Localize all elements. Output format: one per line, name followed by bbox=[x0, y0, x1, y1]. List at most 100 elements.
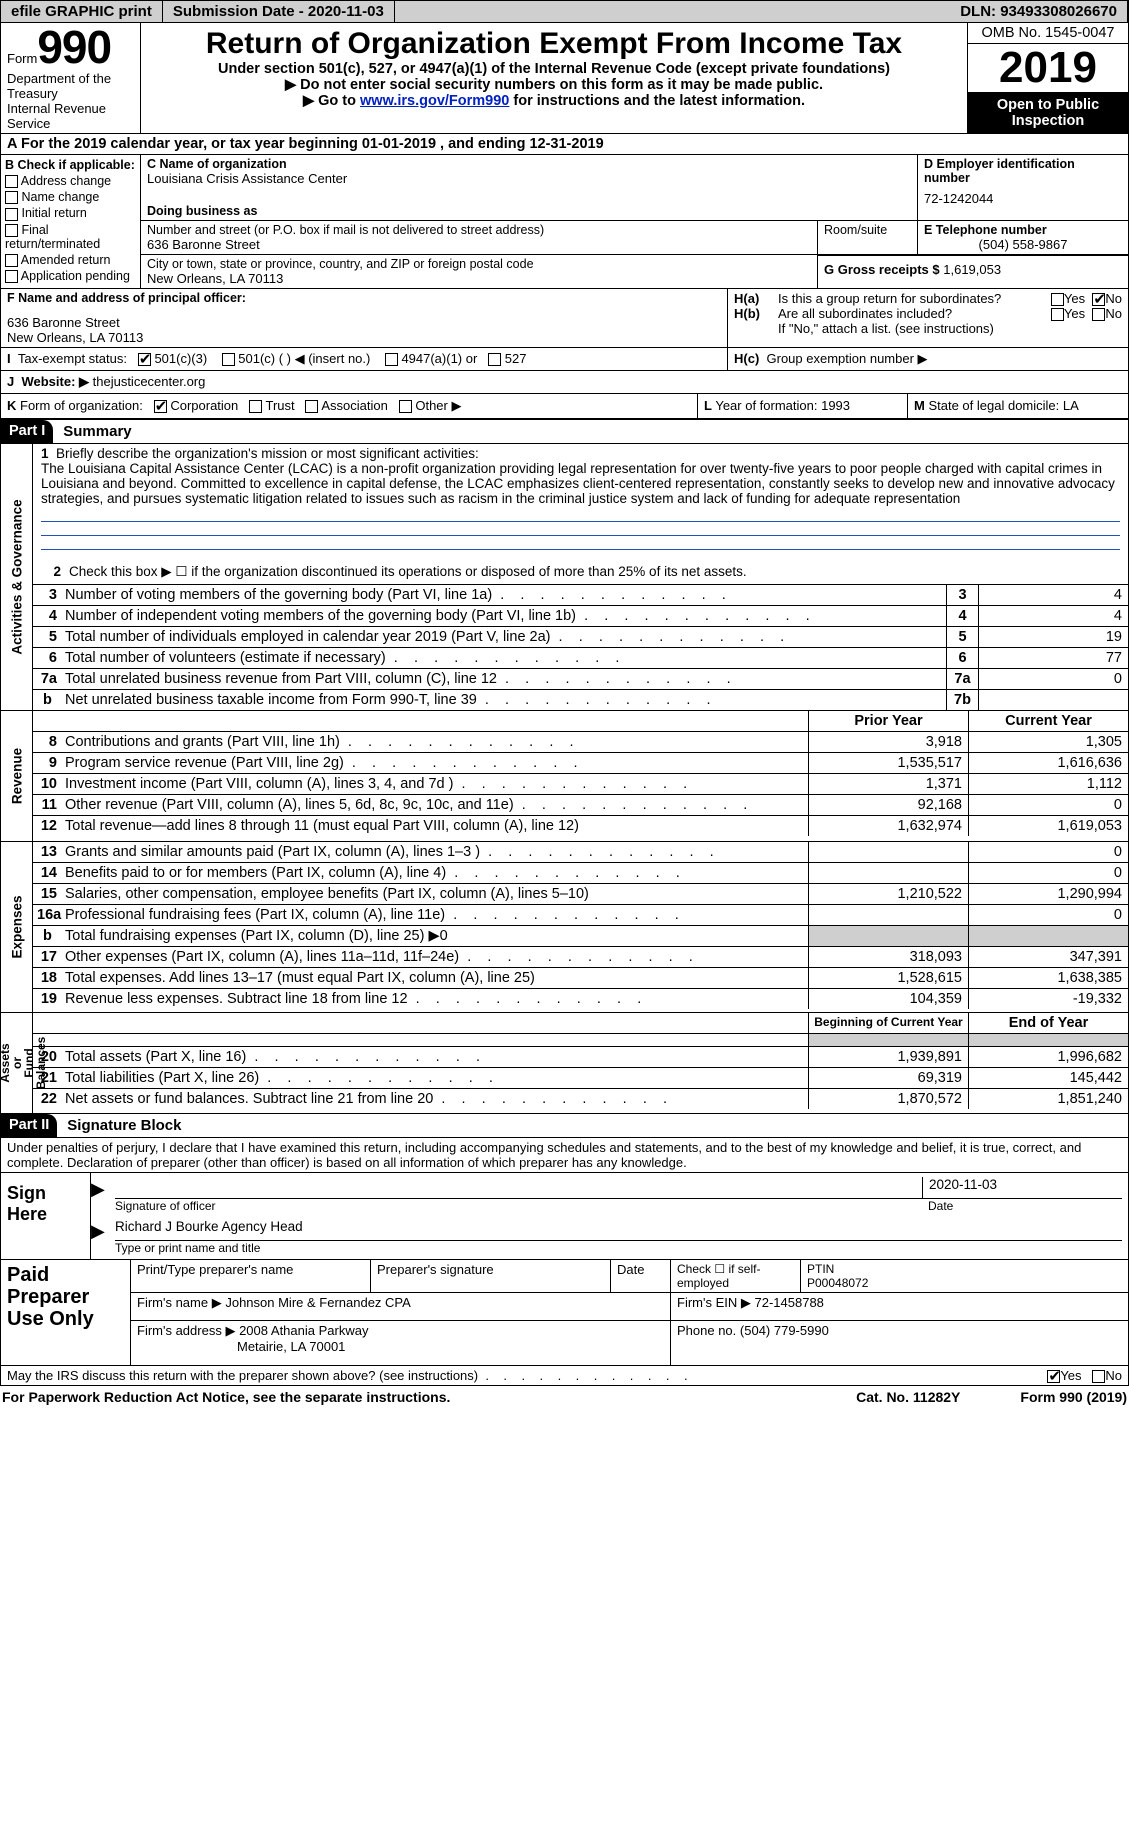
spacer bbox=[395, 10, 950, 14]
line-11: 11Other revenue (Part VIII, column (A), … bbox=[33, 795, 1128, 816]
part1-title: Summary bbox=[53, 420, 1128, 443]
ha-yes-no[interactable]: Yes No bbox=[1051, 291, 1122, 306]
cb-trust[interactable]: Trust bbox=[249, 398, 295, 413]
hb-text: Are all subordinates included? bbox=[778, 306, 952, 321]
hb-label: H(b) bbox=[734, 306, 778, 321]
section-fh: F Name and address of principal officer:… bbox=[0, 288, 1129, 348]
cb-501c3[interactable]: 501(c)(3) bbox=[138, 351, 207, 366]
penalty-statement: Under penalties of perjury, I declare th… bbox=[1, 1138, 1128, 1173]
line-20: 20Total assets (Part X, line 16)1,939,89… bbox=[33, 1046, 1128, 1068]
cb-association[interactable]: Association bbox=[305, 398, 387, 413]
box-i-tax-status: I Tax-exempt status: 501(c)(3) 501(c) ( … bbox=[1, 348, 728, 370]
box-h: H(a) Is this a group return for subordin… bbox=[728, 289, 1128, 347]
section-identity: B Check if applicable: Address change Na… bbox=[0, 155, 1129, 288]
part1-label: Part I bbox=[1, 420, 53, 443]
line-19: 19Revenue less expenses. Subtract line 1… bbox=[33, 989, 1128, 1009]
part1-header: Part I Summary bbox=[0, 419, 1129, 444]
pra-notice: For Paperwork Reduction Act Notice, see … bbox=[2, 1389, 450, 1405]
line-7a: 7aTotal unrelated business revenue from … bbox=[33, 668, 1128, 689]
officer-name-line[interactable]: Richard J Bourke Agency Head bbox=[115, 1219, 1122, 1241]
signature-section: Under penalties of perjury, I declare th… bbox=[0, 1138, 1129, 1366]
form-number: 990 bbox=[37, 21, 111, 73]
cb-application-pending[interactable]: Application pending bbox=[5, 268, 136, 284]
note-ssn: ▶ Do not enter social security numbers o… bbox=[147, 77, 961, 93]
firm-addr1: 2008 Athania Parkway bbox=[239, 1323, 368, 1338]
prior-year-header: Prior Year bbox=[808, 711, 968, 731]
discuss-yes-no[interactable]: Yes No bbox=[1047, 1368, 1122, 1383]
arrow-icon: ▶▶ bbox=[91, 1173, 109, 1259]
paid-preparer-label: Paid Preparer Use Only bbox=[1, 1260, 131, 1365]
val-5: 19 bbox=[978, 627, 1128, 647]
sig-officer-label: Signature of officer bbox=[115, 1199, 922, 1213]
mission-blank-3 bbox=[41, 538, 1120, 550]
paid-preparer-row: Paid Preparer Use Only Print/Type prepar… bbox=[1, 1260, 1128, 1366]
tax-year: 2019 bbox=[968, 44, 1128, 93]
ein-value: 72-1242044 bbox=[924, 185, 1122, 206]
part2-label: Part II bbox=[1, 1114, 57, 1137]
line-14: 14Benefits paid to or for members (Part … bbox=[33, 863, 1128, 884]
revenue-block: Revenue Prior Year Current Year 8Contrib… bbox=[0, 711, 1129, 842]
line-16b: bTotal fundraising expenses (Part IX, co… bbox=[33, 926, 1128, 947]
val-4: 4 bbox=[978, 606, 1128, 626]
gov-block: Activities & Governance 1 Briefly descri… bbox=[0, 444, 1129, 711]
cb-527[interactable]: 527 bbox=[488, 351, 526, 366]
box-l-year: L Year of formation: 1993 bbox=[698, 394, 908, 418]
date-label: Date bbox=[922, 1199, 1122, 1213]
dln: DLN: 93493308026670 bbox=[950, 1, 1128, 22]
box-j-website: J Website: ▶ thejusticecenter.org bbox=[0, 371, 1129, 394]
cb-amended-return[interactable]: Amended return bbox=[5, 252, 136, 268]
form990-link[interactable]: www.irs.gov/Form990 bbox=[360, 93, 509, 109]
cb-501c[interactable]: 501(c) ( ) ◀ (insert no.) bbox=[222, 351, 371, 366]
expenses-block: Expenses 13Grants and similar amounts pa… bbox=[0, 842, 1129, 1013]
telephone-value: (504) 558-9867 bbox=[924, 237, 1122, 252]
line-2: 2Check this box ▶ ☐ if the organization … bbox=[33, 560, 1128, 584]
self-employed-check[interactable]: Check ☐ if self-employed bbox=[671, 1260, 801, 1292]
cb-other[interactable]: Other ▶ bbox=[399, 398, 462, 413]
firm-ein: 72-1458788 bbox=[755, 1295, 824, 1310]
department: Department of the Treasury Internal Reve… bbox=[7, 71, 134, 131]
city-value: New Orleans, LA 70113 bbox=[147, 271, 811, 286]
end-year-header: End of Year bbox=[968, 1013, 1128, 1033]
cb-address-change[interactable]: Address change bbox=[5, 173, 136, 189]
gross-receipts-value: 1,619,053 bbox=[943, 262, 1001, 277]
boxes-cdefg: C Name of organization Louisiana Crisis … bbox=[141, 155, 1128, 288]
discuss-text: May the IRS discuss this return with the… bbox=[7, 1368, 688, 1383]
org-name: Louisiana Crisis Assistance Center bbox=[147, 171, 911, 186]
submission-date: Submission Date - 2020-11-03 bbox=[163, 1, 395, 22]
discuss-row: May the IRS discuss this return with the… bbox=[0, 1366, 1129, 1386]
mission-block: 1 Briefly describe the organization's mi… bbox=[33, 444, 1128, 508]
net-header: Beginning of Current Year End of Year bbox=[33, 1013, 1128, 1034]
line-16a: 16aProfessional fundraising fees (Part I… bbox=[33, 905, 1128, 926]
cb-final-return[interactable]: Final return/terminated bbox=[5, 222, 136, 252]
line-22: 22Net assets or fund balances. Subtract … bbox=[33, 1089, 1128, 1109]
line-21: 21Total liabilities (Part X, line 26)69,… bbox=[33, 1068, 1128, 1089]
mission-blank-2 bbox=[41, 524, 1120, 536]
line-18: 18Total expenses. Add lines 13–17 (must … bbox=[33, 968, 1128, 989]
sign-here-row: Sign Here ▶▶ 2020-11-03 Signature of off… bbox=[1, 1173, 1128, 1260]
header-mid: Return of Organization Exempt From Incom… bbox=[141, 23, 968, 133]
cb-corporation[interactable]: Corporation bbox=[154, 398, 239, 413]
website-value[interactable]: thejusticecenter.org bbox=[89, 374, 205, 389]
ptin-value: P00048072 bbox=[807, 1276, 1122, 1290]
side-revenue: Revenue bbox=[1, 711, 33, 841]
box-c-address: Number and street (or P.O. box if mail i… bbox=[141, 221, 818, 254]
box-g-gross: G Gross receipts $ 1,619,053 bbox=[818, 255, 1128, 288]
form-page-label: Form 990 (2019) bbox=[1020, 1389, 1127, 1405]
rev-header: Prior Year Current Year bbox=[33, 711, 1128, 732]
form-header: Form990 Department of the Treasury Inter… bbox=[0, 23, 1129, 134]
hb-yes-no[interactable]: Yes No bbox=[1051, 306, 1122, 321]
box-hc: H(c) Group exemption number ▶ bbox=[728, 348, 1128, 370]
cb-name-change[interactable]: Name change bbox=[5, 189, 136, 205]
officer-sig-line[interactable]: 2020-11-03 bbox=[115, 1177, 1122, 1199]
box-e-telephone: E Telephone number (504) 558-9867 bbox=[918, 221, 1128, 254]
cb-initial-return[interactable]: Initial return bbox=[5, 205, 136, 221]
net-assets-block: Net Assets or Fund Balances Beginning of… bbox=[0, 1013, 1129, 1114]
cb-4947[interactable]: 4947(a)(1) or bbox=[385, 351, 478, 366]
side-net-assets: Net Assets or Fund Balances bbox=[1, 1013, 33, 1113]
omb-number: OMB No. 1545-0047 bbox=[968, 23, 1128, 44]
line-10: 10Investment income (Part VIII, column (… bbox=[33, 774, 1128, 795]
hb-note: If "No," attach a list. (see instruction… bbox=[778, 321, 994, 336]
box-f-officer: F Name and address of principal officer:… bbox=[1, 289, 728, 347]
officer-typed-name: Richard J Bourke Agency Head bbox=[115, 1219, 303, 1240]
top-bar: efile GRAPHIC print Submission Date - 20… bbox=[0, 0, 1129, 23]
